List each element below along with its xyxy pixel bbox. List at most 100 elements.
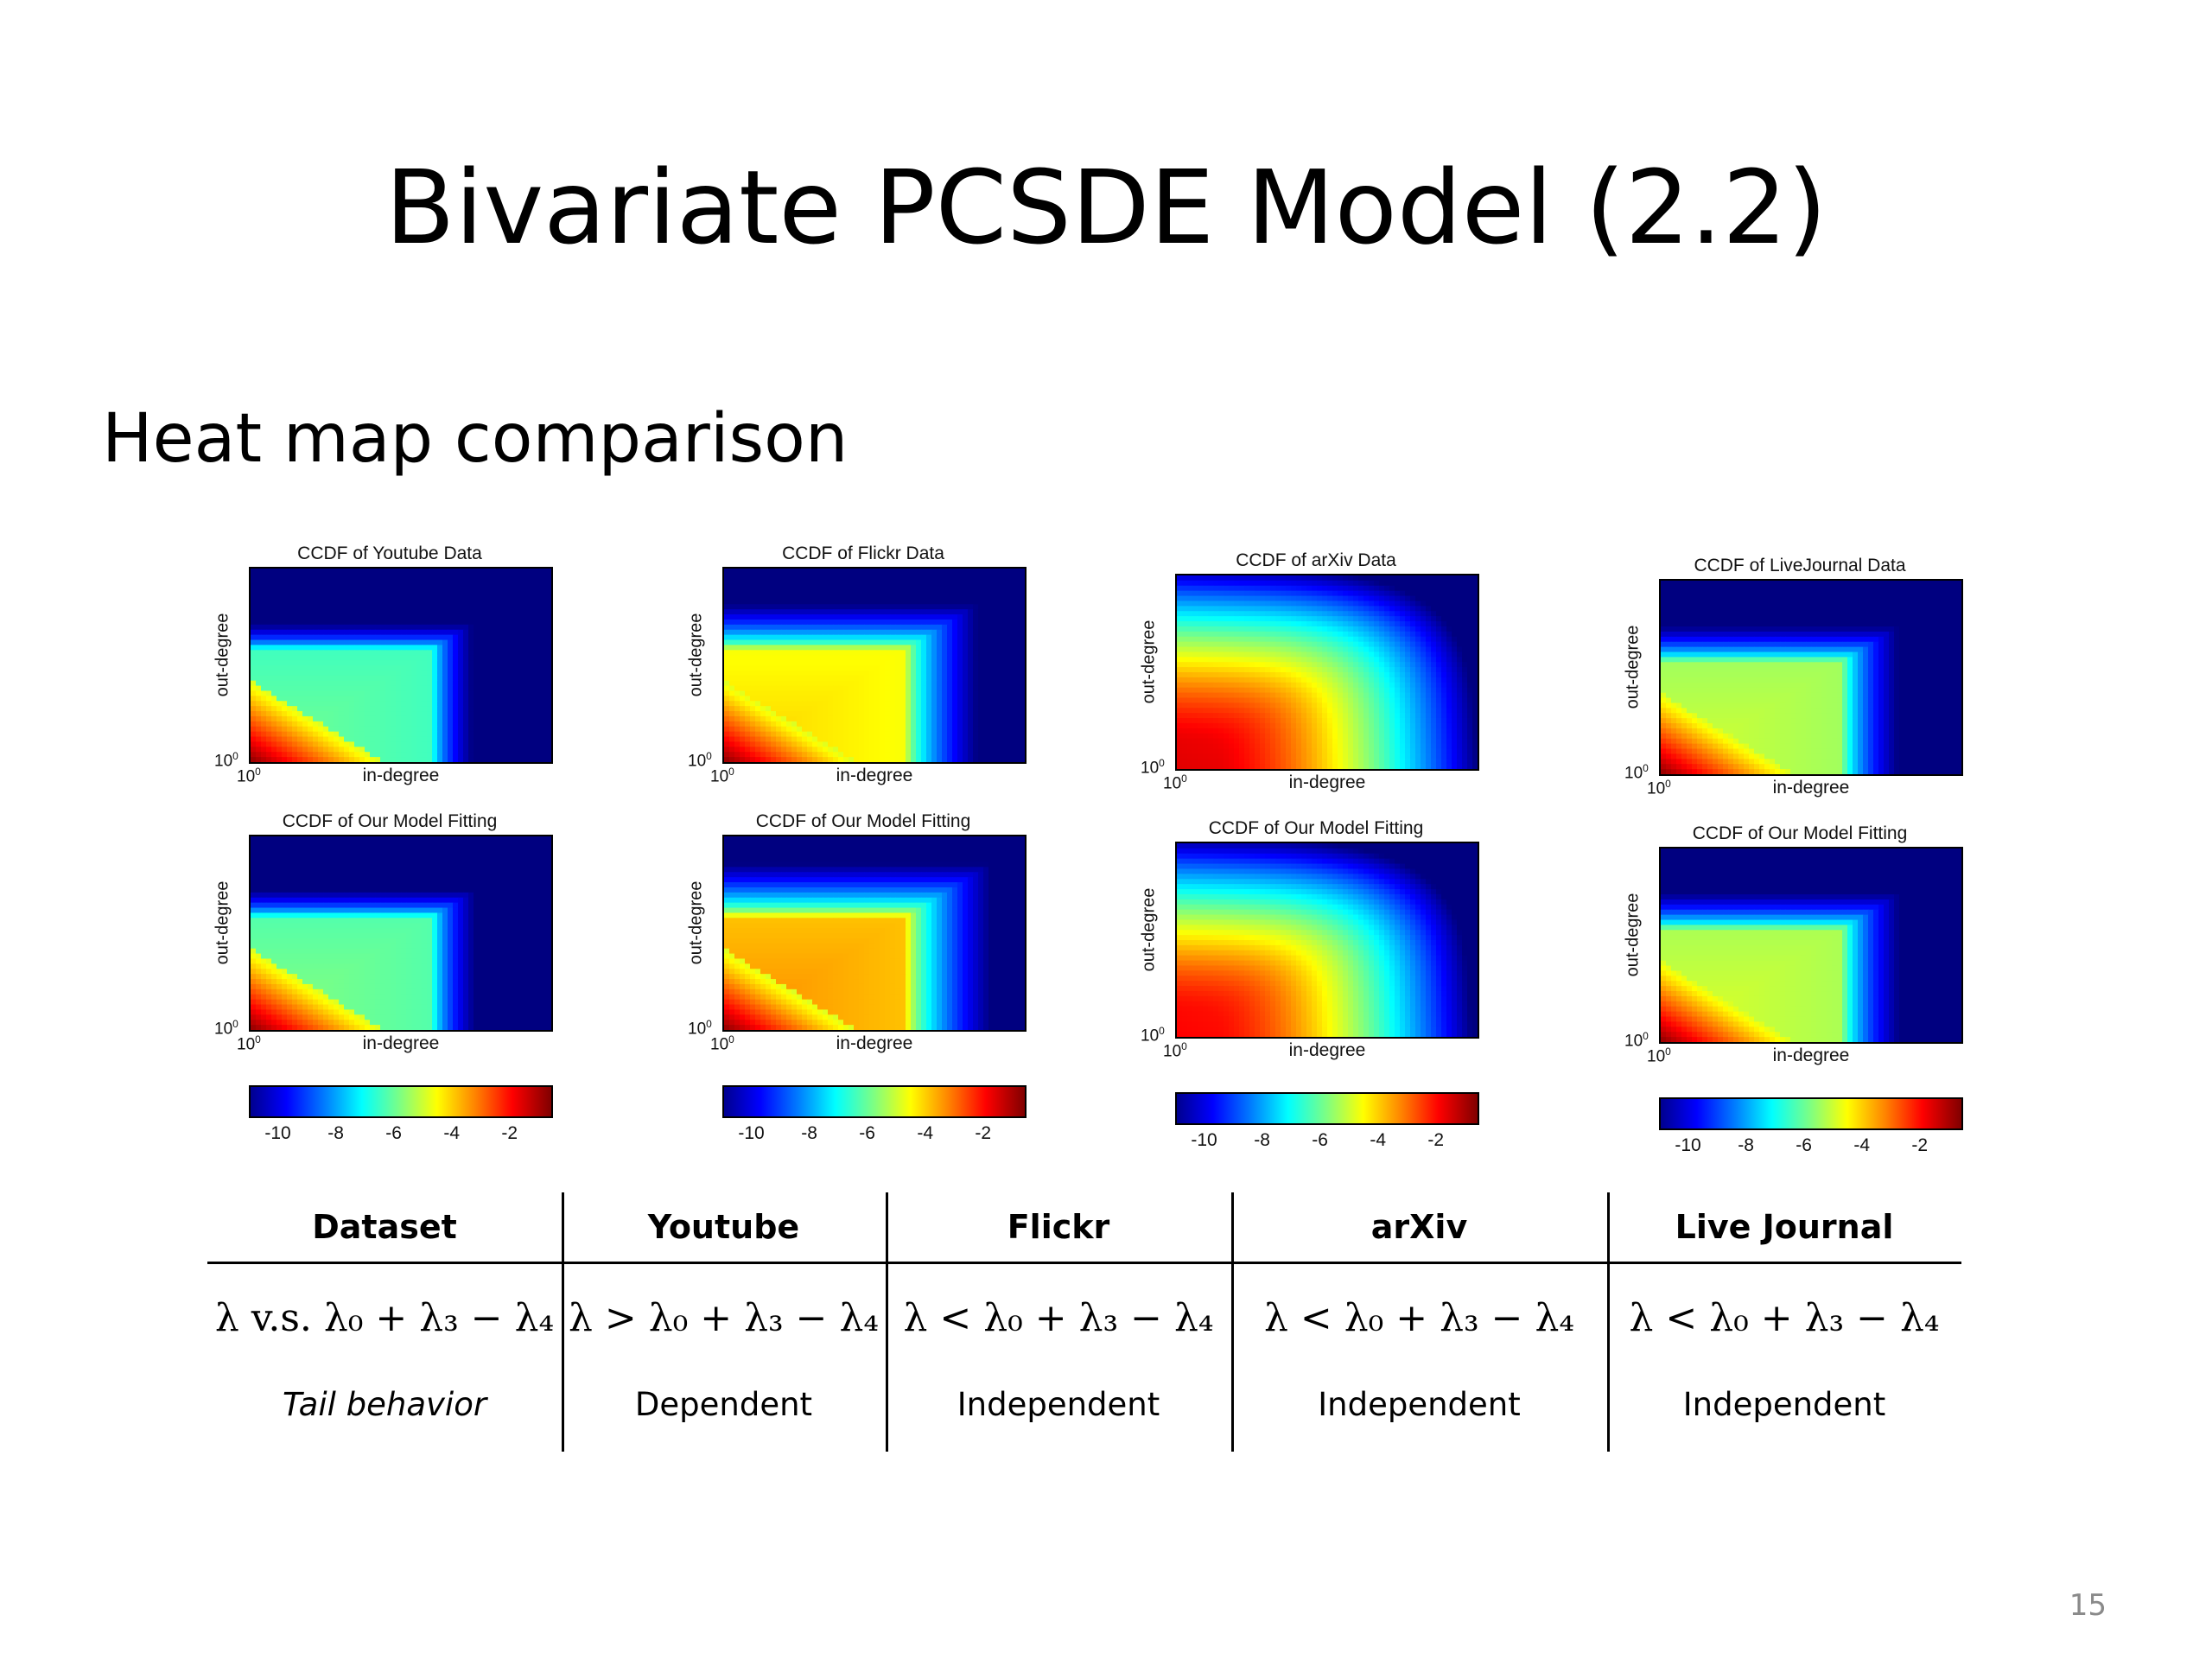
heatmap-cell (807, 588, 813, 595)
heatmap-cell (536, 594, 542, 600)
heatmap-cell (416, 569, 423, 575)
heatmap-cell (448, 1009, 454, 1015)
heatmap-cell (401, 650, 407, 656)
heatmap-cell (354, 736, 360, 743)
heatmap-cell (515, 594, 521, 600)
heatmap-cell (370, 923, 376, 929)
heatmap-cell (546, 969, 551, 975)
heatmap-cell (328, 988, 334, 995)
heatmap-cell (520, 974, 526, 980)
heatmap-cell (437, 609, 443, 615)
heatmap-cell (546, 690, 551, 696)
heatmap-cell (349, 999, 355, 1006)
heatmap-cell (396, 983, 402, 990)
heatmap-cell (251, 619, 257, 626)
heatmap-cell (916, 578, 922, 585)
heatmap-cell (791, 583, 798, 590)
heatmap-cell (401, 983, 407, 990)
heatmap-cell (786, 609, 792, 615)
heatmap-cell (302, 752, 308, 758)
heatmap-cell (365, 619, 371, 626)
heatmap-cell (297, 953, 303, 960)
heatmap-cell (406, 943, 412, 950)
heatmap-cell (391, 645, 397, 651)
heatmap-cell (266, 670, 272, 677)
heatmap-cell (427, 685, 433, 692)
heatmap-cell (344, 711, 350, 717)
heatmap-cell (520, 655, 526, 661)
heatmap-cell (427, 569, 433, 575)
heatmap-cell (432, 969, 438, 975)
heatmap-cell (453, 933, 459, 939)
heatmap-cell (422, 943, 428, 950)
heatmap-cell (505, 736, 511, 743)
heatmap-cell (489, 851, 495, 858)
heatmap-cell (947, 588, 953, 595)
heatmap-cell (531, 690, 537, 696)
heatmap-cell (546, 711, 551, 717)
heatmap-cell (297, 670, 303, 677)
heatmap-cell (854, 569, 860, 575)
heatmap-cell (375, 578, 381, 585)
heatmap-cell (973, 578, 979, 585)
heatmap-cell (422, 1014, 428, 1020)
heatmap-cell (328, 670, 334, 677)
heatmap-cell (411, 706, 417, 712)
heatmap-cell (515, 887, 521, 893)
heatmap-cell (422, 736, 428, 743)
heatmap-cell (463, 1004, 469, 1011)
heatmap-cell (864, 594, 870, 600)
heatmap-cell (349, 923, 355, 929)
heatmap-cell (911, 614, 917, 620)
heatmap-cell (416, 897, 423, 904)
heatmap-cell (411, 933, 417, 939)
heatmap-cell (396, 639, 402, 646)
heatmap-cell (318, 645, 324, 651)
heatmap-cell (854, 588, 860, 595)
heatmap-cell (396, 690, 402, 696)
heatmap-cell (308, 721, 314, 728)
heatmap-cell (520, 877, 526, 883)
heatmap-cell (370, 994, 376, 1001)
heatmap-cell (256, 994, 262, 1001)
heatmap-cell (391, 846, 397, 853)
heatmap-cell (354, 887, 360, 893)
heatmap-cell (354, 675, 360, 682)
heatmap-cell (334, 680, 340, 687)
heatmap-cell (1014, 583, 1020, 590)
heatmap-cell (328, 629, 334, 636)
heatmap-cell (385, 1014, 391, 1020)
heatmap-cell (385, 953, 391, 960)
heatmap-cell (525, 731, 531, 738)
heatmap-cell (911, 578, 917, 585)
heatmap-cell (380, 721, 386, 728)
heatmap-cell (489, 680, 495, 687)
heatmap-cell (375, 979, 381, 985)
heatmap-cell (484, 1025, 490, 1030)
heatmap-cell (401, 841, 407, 848)
heatmap-cell (515, 999, 521, 1006)
heatmap-cell (489, 573, 495, 580)
heatmap-cell (427, 594, 433, 600)
heatmap-cell (499, 872, 505, 878)
heatmap-cell (546, 907, 551, 914)
heatmap-cell (448, 938, 454, 944)
heatmap-cell (396, 953, 402, 960)
heatmap-cell (750, 614, 756, 620)
heatmap-cell (308, 1020, 314, 1026)
heatmap-cell (505, 731, 511, 738)
heatmap-cell (499, 953, 505, 960)
heatmap-cell (474, 578, 480, 585)
heatmap-cell (494, 655, 500, 661)
heatmap-cell (510, 856, 516, 863)
heatmap-cell (375, 969, 381, 975)
heatmap-cell (256, 897, 262, 904)
heatmap-cell (297, 928, 303, 934)
heatmap-cell (297, 994, 303, 1001)
heatmap-cell (359, 569, 365, 575)
heatmap-cell (282, 670, 288, 677)
heatmap-cell (282, 680, 288, 687)
heatmap-cell (458, 983, 464, 990)
heatmap-cell (437, 660, 443, 666)
heatmap-cell (401, 974, 407, 980)
